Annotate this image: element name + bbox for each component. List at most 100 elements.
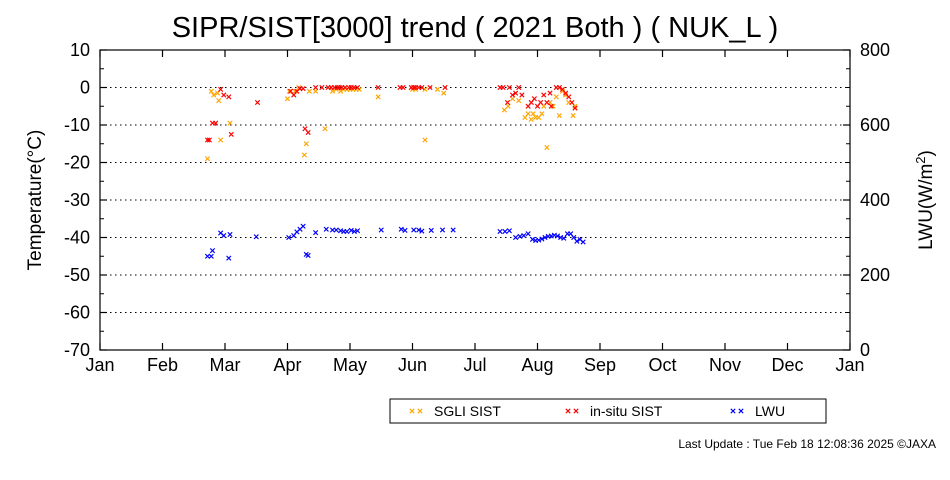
series-layer — [204, 84, 586, 261]
x-tick-label: Jan — [835, 355, 864, 375]
y2-tick-label: 600 — [860, 115, 890, 135]
data-point — [419, 84, 425, 91]
data-point — [553, 94, 559, 100]
x-tick-label: Nov — [709, 355, 741, 375]
data-point — [348, 227, 354, 233]
y2-tick-label: 200 — [860, 265, 890, 285]
legend: SGLI SIST in-situ SIST LWU — [389, 398, 827, 424]
x-tick-label: Mar — [210, 355, 241, 375]
data-point — [342, 84, 348, 91]
y-axis-label: Temperature(°C) — [25, 130, 46, 271]
y-tick-label: -70 — [64, 340, 90, 360]
data-point — [422, 137, 428, 143]
data-point — [506, 84, 512, 91]
data-point — [501, 107, 507, 113]
data-point — [218, 86, 224, 92]
data-point — [544, 99, 550, 106]
data-point — [528, 116, 534, 122]
data-point — [253, 234, 259, 240]
data-point — [497, 228, 503, 235]
series-sgli-sist — [204, 84, 578, 162]
data-point — [286, 234, 292, 241]
data-point — [300, 223, 306, 229]
data-point — [322, 126, 328, 132]
data-point — [323, 226, 329, 232]
data-point — [221, 233, 227, 239]
y-tick-label: -30 — [64, 190, 90, 210]
data-point — [513, 90, 519, 96]
horizontal-gridlines — [100, 87, 850, 313]
data-point — [542, 234, 548, 241]
data-point — [427, 84, 433, 91]
data-point — [303, 141, 309, 147]
data-point — [544, 144, 550, 151]
data-point — [211, 92, 217, 98]
data-point — [351, 84, 357, 91]
x-tick-label: Dec — [771, 355, 803, 375]
data-point — [334, 84, 341, 91]
data-point — [411, 227, 417, 233]
data-point — [556, 113, 562, 119]
data-point — [570, 113, 576, 119]
data-point — [531, 96, 537, 102]
data-point — [216, 98, 222, 104]
data-point — [313, 230, 319, 236]
data-point — [226, 255, 232, 261]
data-point — [375, 94, 381, 100]
data-point — [580, 239, 586, 245]
y2-tick-label: 800 — [860, 40, 890, 60]
data-point — [572, 105, 578, 111]
legend-box — [389, 398, 827, 424]
data-point — [541, 92, 547, 98]
x-tick-label: Jun — [398, 355, 427, 375]
data-point — [227, 120, 233, 126]
data-point — [566, 94, 572, 100]
data-point — [411, 84, 417, 91]
data-point — [509, 96, 516, 102]
data-point — [305, 252, 311, 259]
data-point — [398, 226, 404, 232]
y-tick-label: 0 — [80, 78, 90, 98]
data-point — [301, 152, 307, 158]
data-point — [319, 84, 325, 91]
data-point — [509, 92, 516, 98]
y-tick-label: -10 — [64, 115, 90, 135]
data-point — [213, 120, 219, 126]
chart-title: SIPR/SIST[3000] trend ( 2021 Both ) ( NU… — [172, 12, 779, 44]
data-point — [419, 228, 425, 234]
x-tick-label: Oct — [648, 355, 676, 375]
legend-marker — [573, 408, 579, 414]
data-point — [313, 84, 319, 91]
data-point — [516, 98, 522, 104]
y2-tick-label: 0 — [860, 340, 870, 360]
legend-marker — [409, 408, 415, 414]
data-point — [300, 86, 306, 92]
data-point — [305, 129, 311, 136]
y-tick-label: -20 — [64, 153, 90, 173]
y-tick-label: -50 — [64, 265, 90, 285]
left-temperature-axis: 10 0 -10 -20 -30 -40 -50 -60 -70 — [64, 40, 107, 360]
y2-label-tail: ) — [916, 150, 937, 156]
data-point — [550, 103, 556, 109]
data-point — [422, 86, 428, 92]
data-point — [530, 111, 536, 117]
data-point — [548, 103, 554, 109]
right-lwu-axis: 800 600 400 200 0 — [843, 40, 890, 360]
data-point — [547, 90, 553, 96]
data-point — [228, 131, 234, 137]
data-point — [306, 88, 312, 94]
data-point — [500, 84, 506, 91]
data-point — [378, 227, 384, 233]
data-point — [450, 227, 456, 233]
data-point — [286, 88, 292, 94]
legend-marker — [565, 408, 571, 414]
data-point — [402, 227, 408, 233]
data-point — [539, 111, 545, 117]
data-point — [502, 228, 508, 235]
legend-marker — [417, 408, 423, 414]
data-point — [554, 233, 561, 239]
data-point — [504, 99, 511, 106]
legend-marker — [730, 408, 736, 414]
x-tick-label: Sep — [584, 355, 616, 375]
